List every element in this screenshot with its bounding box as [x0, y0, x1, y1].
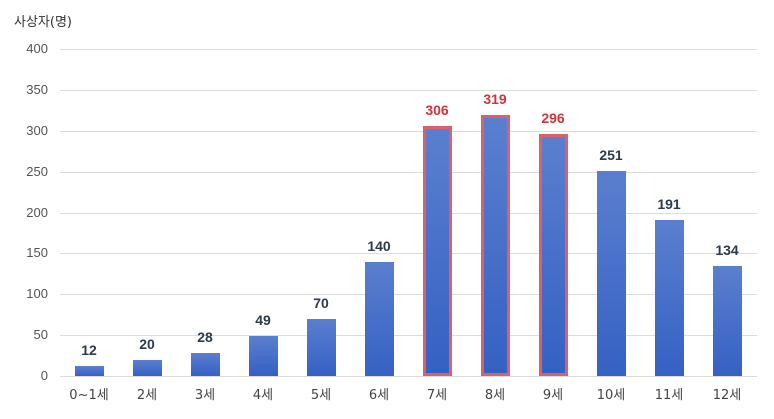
bar — [190, 353, 220, 376]
y-tick-label: 350 — [26, 82, 48, 97]
data-label: 306 — [425, 101, 449, 118]
bar — [654, 219, 684, 376]
gridline — [60, 213, 757, 214]
y-axis-label: 사상자(명) — [14, 15, 72, 30]
bar — [596, 170, 626, 376]
x-tick-label: 10세 — [596, 388, 626, 403]
x-tick-label: 4세 — [252, 388, 274, 403]
x-tick-label: 3세 — [194, 388, 216, 403]
y-tick-label: 0 — [40, 368, 48, 383]
x-tick-label: 9세 — [542, 388, 564, 403]
data-label: 140 — [367, 237, 391, 254]
x-tick-label: 0~1세 — [69, 388, 109, 403]
y-tick-label: 100 — [26, 286, 48, 301]
bar — [248, 335, 278, 376]
data-label: 49 — [255, 311, 271, 328]
gridline — [60, 253, 757, 254]
gridline — [60, 131, 757, 132]
x-tick-label: 12세 — [712, 388, 742, 403]
y-tick-label: 300 — [26, 123, 48, 138]
y-tick-label: 250 — [26, 164, 48, 179]
gridline — [60, 90, 757, 91]
x-tick-label: 7세 — [426, 388, 448, 403]
data-label: 134 — [715, 242, 739, 259]
gridline — [60, 172, 757, 173]
x-tick-label: 8세 — [484, 388, 506, 403]
y-tick-label: 50 — [33, 327, 48, 342]
bar — [480, 115, 510, 376]
x-tick-label: 6세 — [368, 388, 390, 403]
bar — [422, 125, 452, 376]
x-tick-label: 2세 — [136, 388, 158, 403]
data-label: 20 — [139, 335, 155, 352]
gridline — [60, 294, 757, 295]
y-tick-label: 200 — [26, 205, 48, 220]
gridline — [60, 49, 757, 50]
bar — [538, 134, 568, 376]
y-tick-label: 400 — [26, 41, 48, 56]
data-label: 12 — [81, 342, 97, 359]
gridline — [60, 376, 757, 377]
data-label: 251 — [599, 146, 623, 163]
data-label: 28 — [197, 329, 213, 346]
gridline — [60, 335, 757, 336]
data-label: 319 — [483, 91, 507, 108]
data-label: 296 — [541, 110, 565, 127]
bar — [74, 366, 104, 376]
data-label: 191 — [657, 195, 681, 212]
y-tick-label: 150 — [26, 245, 48, 260]
bar — [306, 318, 336, 376]
bar — [712, 266, 742, 376]
bar — [364, 261, 394, 376]
data-label: 70 — [313, 294, 329, 311]
x-tick-label: 5세 — [310, 388, 332, 403]
x-tick-label: 11세 — [654, 388, 684, 403]
bar — [132, 359, 162, 376]
